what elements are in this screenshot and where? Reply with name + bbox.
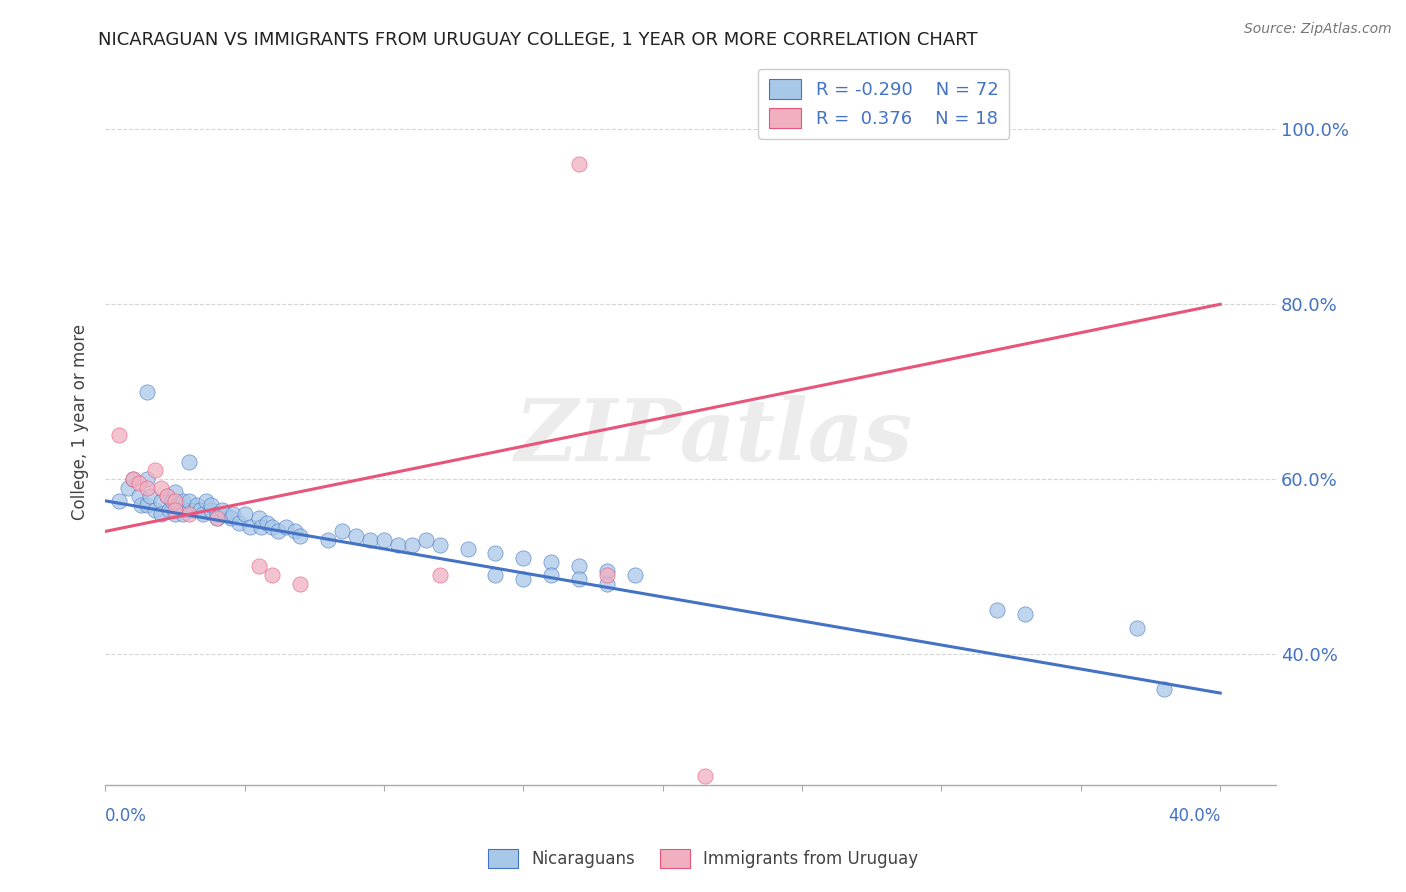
Point [344,529,367,543]
Point [163,485,186,500]
Point [183,502,205,516]
Point [290,529,312,543]
Point [568,559,591,574]
Point [157,502,180,516]
Point [200,498,222,512]
Point [284,524,307,539]
Point [108,493,131,508]
Point [139,490,162,504]
Point [256,516,278,530]
Point [205,507,228,521]
Point [160,493,183,508]
Point [149,481,172,495]
Point [484,546,506,560]
Point [177,507,200,521]
Point [194,493,217,508]
Point [149,507,172,521]
Point [1014,607,1036,622]
Point [624,568,647,582]
Legend: R = -0.290    N = 72, R =  0.376    N = 18: R = -0.290 N = 72, R = 0.376 N = 18 [758,69,1010,139]
Point [330,524,353,539]
Point [145,463,167,477]
Point [166,498,188,512]
Point [177,502,200,516]
Text: ZIPatlas: ZIPatlas [515,395,912,478]
Point [359,533,381,548]
Point [276,520,298,534]
Text: NICARAGUAN VS IMMIGRANTS FROM URUGUAY COLLEGE, 1 YEAR OR MORE CORRELATION CHART: NICARAGUAN VS IMMIGRANTS FROM URUGUAY CO… [98,31,979,49]
Point [117,481,139,495]
Point [200,502,222,516]
Point [457,541,479,556]
Point [429,537,451,551]
Point [1125,620,1147,634]
Point [596,564,619,578]
Point [267,524,290,539]
Point [172,507,194,521]
Point [540,568,562,582]
Point [136,481,159,495]
Point [693,769,716,783]
Point [596,568,619,582]
Point [387,537,409,551]
Point [211,502,233,516]
Point [205,511,228,525]
Point [177,493,200,508]
Point [540,555,562,569]
Point [128,490,150,504]
Point [228,516,250,530]
Point [188,502,211,516]
Point [415,533,437,548]
Point [145,502,167,516]
Point [186,498,208,512]
Point [247,559,270,574]
Point [108,428,131,442]
Point [484,568,506,582]
Point [177,454,200,468]
Point [239,520,262,534]
Text: 40.0%: 40.0% [1168,806,1220,824]
Legend: Nicaraguans, Immigrants from Uruguay: Nicaraguans, Immigrants from Uruguay [481,843,925,875]
Point [136,384,159,399]
Y-axis label: College, 1 year or more: College, 1 year or more [72,324,89,520]
Point [262,568,284,582]
Point [163,502,186,516]
Point [290,577,312,591]
Point [136,472,159,486]
Point [191,507,214,521]
Point [163,507,186,521]
Point [512,550,534,565]
Point [214,507,236,521]
Point [122,472,145,486]
Point [155,490,177,504]
Point [262,520,284,534]
Text: 0.0%: 0.0% [105,806,148,824]
Point [136,498,159,512]
Point [568,573,591,587]
Point [163,493,186,508]
Point [373,533,395,548]
Point [316,533,339,548]
Text: Source: ZipAtlas.com: Source: ZipAtlas.com [1244,22,1392,37]
Point [1153,681,1175,696]
Point [233,507,256,521]
Point [401,537,423,551]
Point [986,603,1008,617]
Point [122,472,145,486]
Point [219,511,242,525]
Point [131,498,153,512]
Point [596,577,619,591]
Point [149,493,172,508]
Point [512,573,534,587]
Point [205,511,228,525]
Point [222,507,245,521]
Point [568,157,591,171]
Point [172,493,194,508]
Point [155,490,177,504]
Point [128,476,150,491]
Point [429,568,451,582]
Point [250,520,273,534]
Point [247,511,270,525]
